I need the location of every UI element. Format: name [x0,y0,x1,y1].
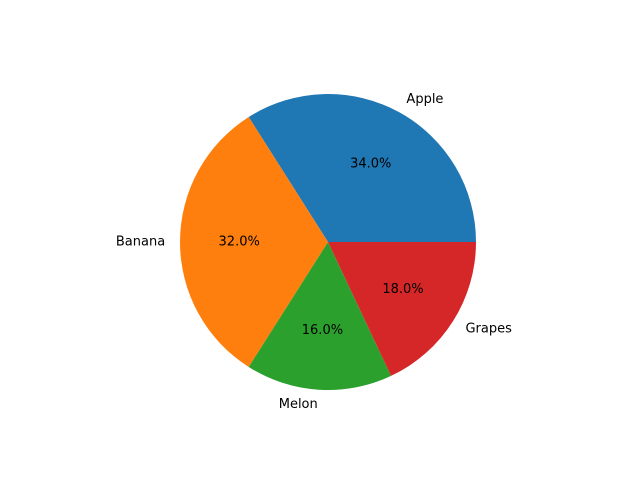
percent-label-apple: 34.0% [350,157,391,172]
pie-slice-grapes [328,242,476,376]
percent-label-melon: 16.0% [302,323,343,338]
pie-slice-apple [248,93,476,242]
category-label-grapes: Grapes [465,322,512,337]
pie-slices [179,93,476,390]
percent-label-banana: 32.0% [219,235,260,250]
percent-labels: 34.0% 32.0% 16.0% 18.0% [219,157,424,338]
percent-label-grapes: 18.0% [382,282,423,297]
category-label-melon: Melon [279,397,318,412]
category-labels: Apple Banana Melon Grapes [116,92,512,412]
category-label-banana: Banana [116,235,165,250]
pie-slice-melon [248,242,392,390]
category-label-apple: Apple [406,92,443,107]
pie-slice-banana [179,117,328,367]
